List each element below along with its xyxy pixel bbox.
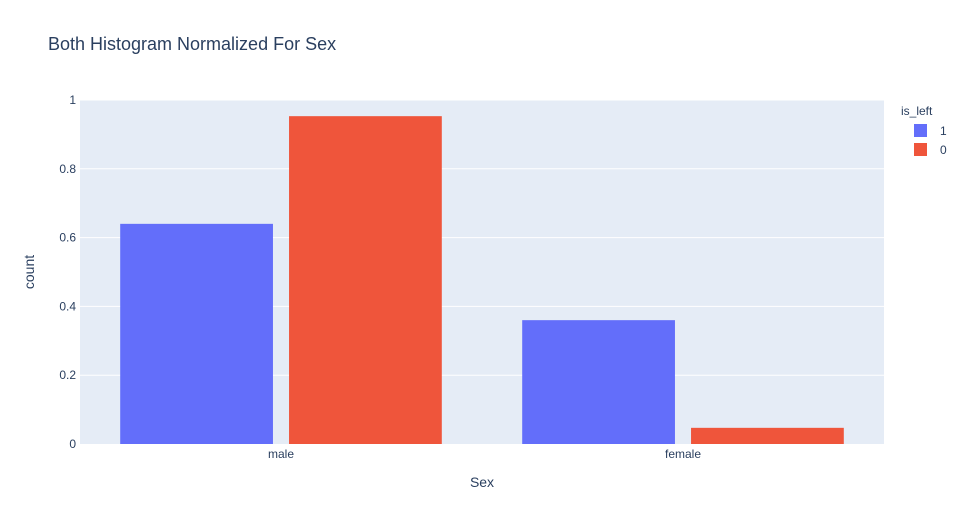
legend-title: is_left [901, 104, 933, 118]
legend-label-1[interactable]: 1 [940, 124, 947, 138]
x-tick-label: female [665, 447, 701, 461]
y-tick-label: 0.2 [59, 368, 76, 382]
y-tick-label: 0 [69, 437, 76, 451]
bar-male-0[interactable] [289, 116, 442, 444]
legend-items: 10 [914, 124, 947, 157]
bar-female-1[interactable] [522, 320, 675, 444]
y-tick-label: 0.4 [59, 299, 76, 313]
legend-label-0[interactable]: 0 [940, 143, 947, 157]
y-axis-title: count [21, 255, 37, 289]
chart-title: Both Histogram Normalized For Sex [48, 34, 336, 54]
y-tick-label: 0.6 [59, 231, 76, 245]
bar-male-1[interactable] [120, 223, 273, 444]
y-tick-label: 1 [69, 93, 76, 107]
x-tick-label: male [268, 447, 294, 461]
legend-swatch-0[interactable] [914, 143, 927, 156]
x-axis-title: Sex [470, 474, 494, 490]
legend[interactable]: is_left 10 [901, 104, 947, 157]
bars [120, 116, 844, 444]
bar-female-0[interactable] [691, 427, 844, 444]
y-tick-label: 0.8 [59, 162, 76, 176]
legend-swatch-1[interactable] [914, 124, 927, 137]
x-axis-ticks: male female [268, 447, 701, 461]
y-axis-ticks: 0 0.2 0.4 0.6 0.8 1 [59, 93, 76, 451]
